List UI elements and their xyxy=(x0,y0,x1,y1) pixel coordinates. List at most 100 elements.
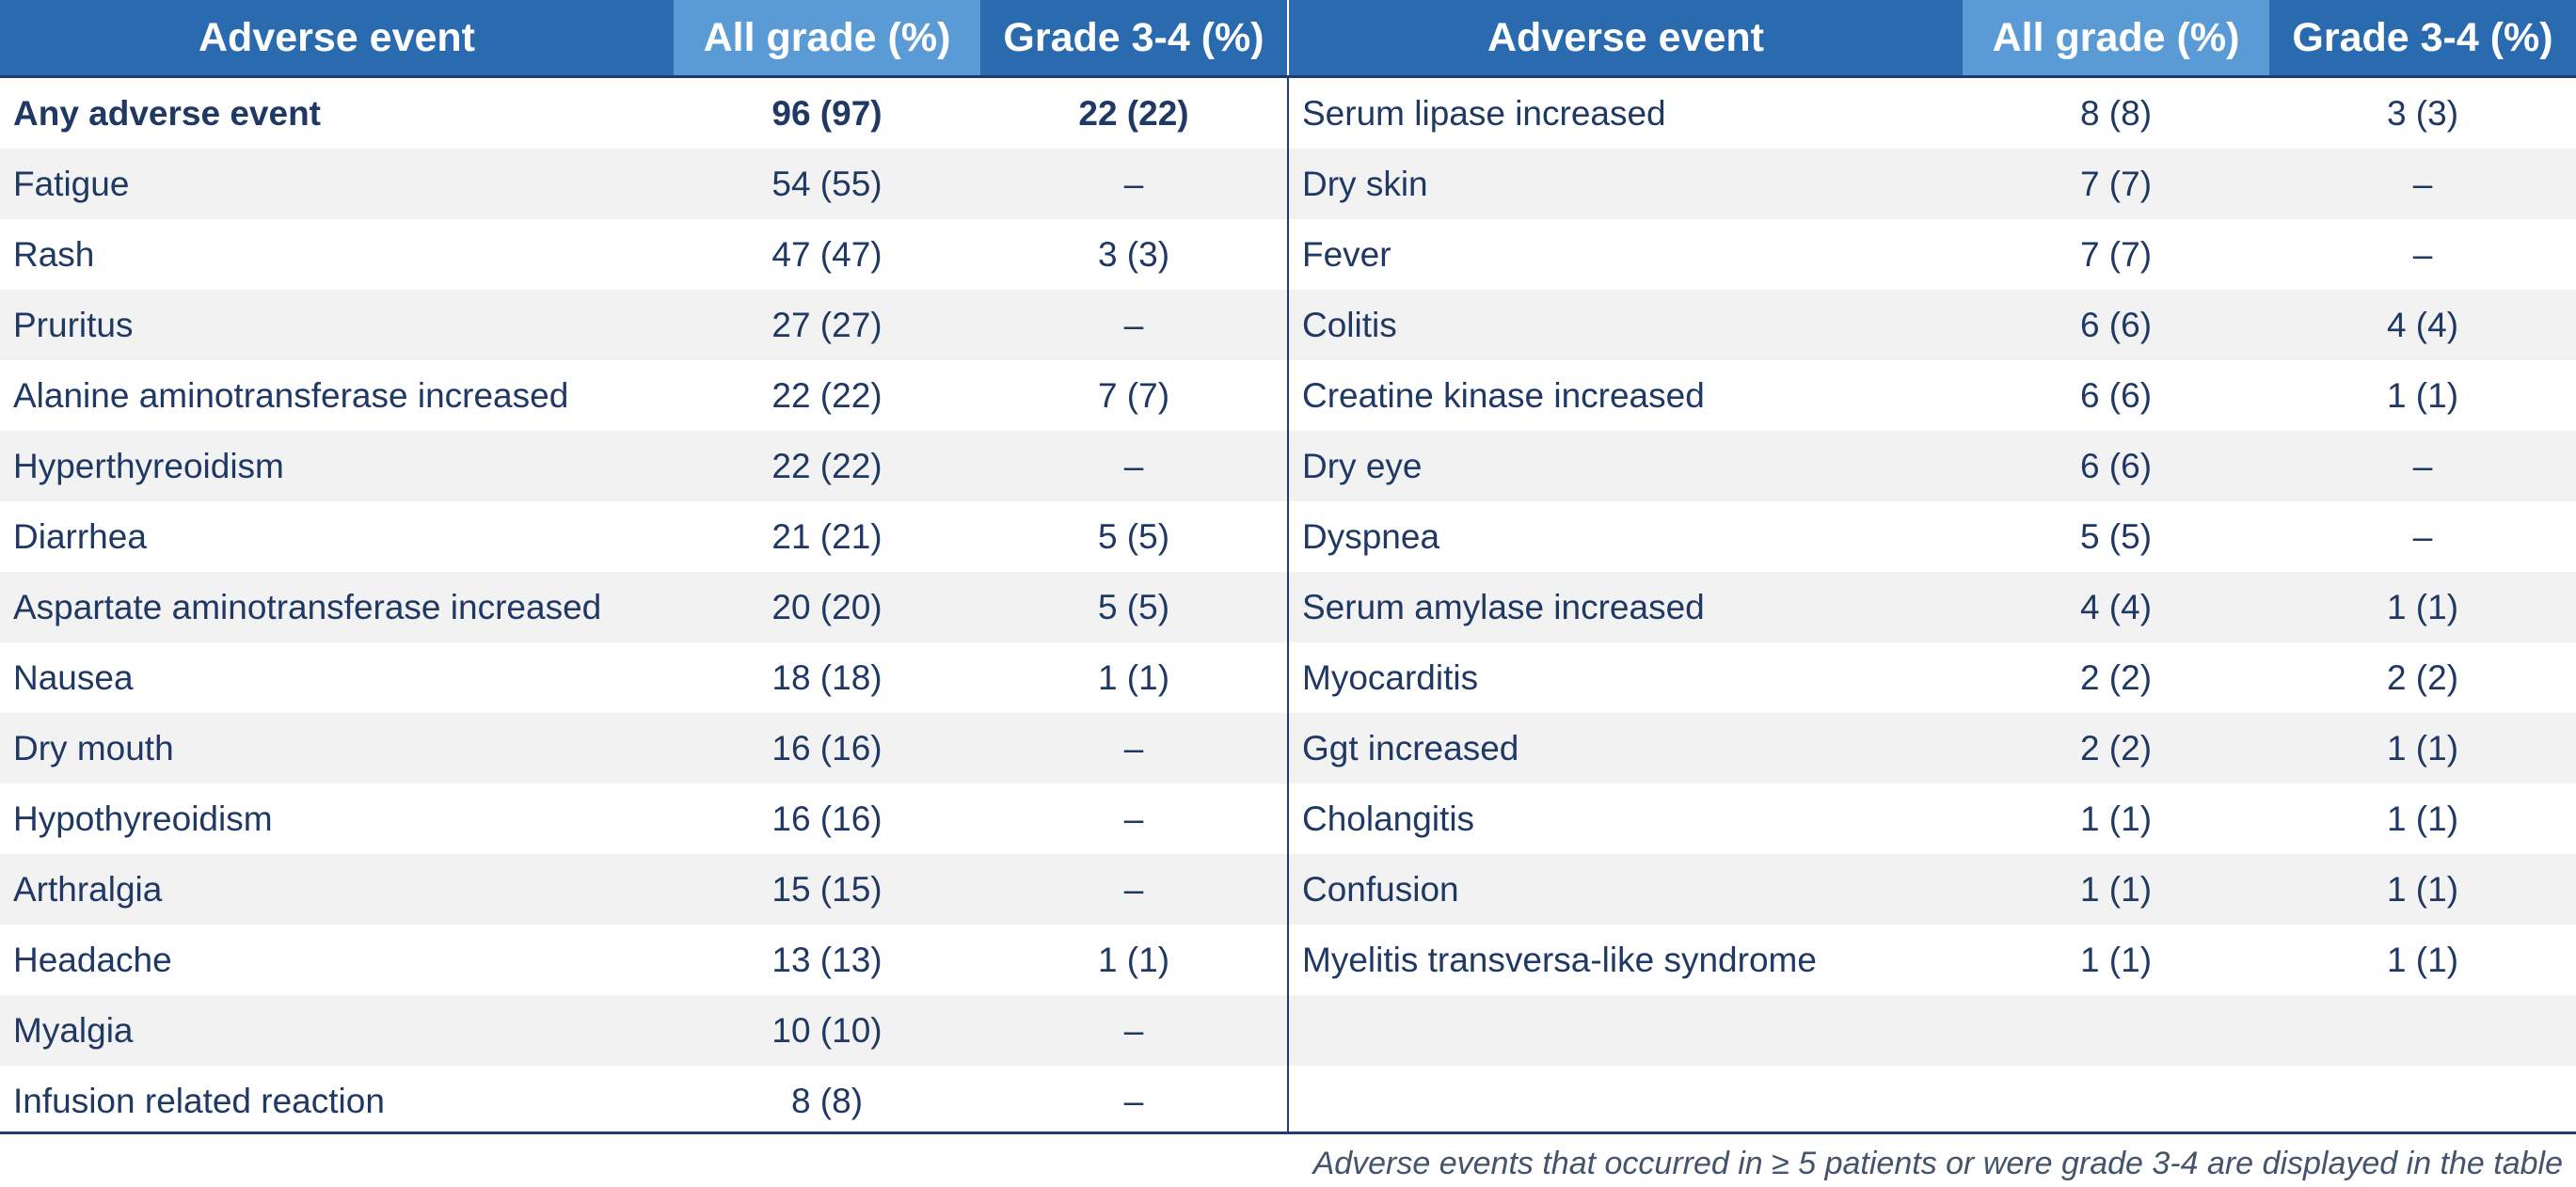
all-grade-cell: 7 (7) xyxy=(2079,164,2153,203)
all-grade-cell: 18 (18) xyxy=(771,657,883,697)
footnote: Adverse events that occurred in ≥ 5 pati… xyxy=(1312,1146,2563,1181)
all-grade-cell: 21 (21) xyxy=(771,516,883,556)
grade-3-4-cell: 1 (1) xyxy=(1097,940,1170,979)
table-header-right: Adverse event All grade (%) Grade 3-4 (%… xyxy=(1289,0,2576,75)
event-cell: Colitis xyxy=(1302,305,1397,344)
all-grade-cell: 27 (27) xyxy=(771,305,883,344)
table-row: Any adverse event 96 (97) 22 (22) xyxy=(0,78,1287,149)
grade-3-4-cell: – xyxy=(2412,516,2433,556)
table-row: Dry skin 7 (7) – xyxy=(1289,149,2576,219)
header-grade-3-4: Grade 3-4 (%) xyxy=(980,0,1287,75)
table-row: Dry eye 6 (6) – xyxy=(1289,431,2576,501)
all-grade-cell: 13 (13) xyxy=(771,940,883,979)
all-grade-cell: 2 (2) xyxy=(2079,657,2153,697)
all-grade-cell: 2 (2) xyxy=(2079,728,2153,768)
grade-3-4-cell: – xyxy=(1123,728,1144,768)
table-row: Rash 47 (47) 3 (3) xyxy=(0,219,1287,290)
grade-3-4-cell: – xyxy=(2412,234,2433,274)
table-row: Diarrhea 21 (21) 5 (5) xyxy=(0,501,1287,572)
event-cell: Cholangitis xyxy=(1302,799,1475,838)
grade-3-4-cell: 5 (5) xyxy=(1097,587,1170,626)
grade-3-4-cell: 5 (5) xyxy=(1097,516,1170,556)
table-left-half: Adverse event All grade (%) Grade 3-4 (%… xyxy=(0,0,1287,1136)
table-row: Hyperthyreoidism 22 (22) – xyxy=(0,431,1287,501)
table-header-left: Adverse event All grade (%) Grade 3-4 (%… xyxy=(0,0,1287,75)
table-row: Aspartate aminotransferase increased 20 (… xyxy=(0,572,1287,642)
event-cell: Confusion xyxy=(1302,869,1459,909)
table-row: Arthralgia 15 (15) – xyxy=(0,854,1287,925)
all-grade-cell: 6 (6) xyxy=(2079,375,2153,415)
event-cell: Aspartate aminotransferase increased xyxy=(13,587,602,626)
table-row: Pruritus 27 (27) – xyxy=(0,290,1287,360)
all-grade-cell: 6 (6) xyxy=(2079,446,2153,485)
grade-3-4-cell: – xyxy=(1123,164,1144,203)
event-cell: Nausea xyxy=(13,657,134,697)
all-grade-cell: 1 (1) xyxy=(2079,799,2153,838)
event-cell: Rash xyxy=(13,234,95,274)
grade-3-4-cell: 1 (1) xyxy=(1097,657,1170,697)
table-row: Confusion 1 (1) 1 (1) xyxy=(1289,854,2576,925)
header-all-grade: All grade (%) xyxy=(674,0,980,75)
event-cell: Infusion related reaction xyxy=(13,1081,385,1120)
table-row: Ggt increased 2 (2) 1 (1) xyxy=(1289,713,2576,783)
all-grade-cell: 96 (97) xyxy=(771,93,883,133)
table-row: Hypothyreoidism 16 (16) – xyxy=(0,783,1287,854)
table-row: Creatine kinase increased 6 (6) 1 (1) xyxy=(1289,360,2576,431)
header-adverse-event: Adverse event xyxy=(0,0,674,75)
all-grade-cell: 16 (16) xyxy=(771,799,883,838)
table-body-right: Serum lipase increased 8 (8) 3 (3) Dry skin… xyxy=(1289,75,2576,1136)
event-cell: Pruritus xyxy=(13,305,134,344)
all-grade-cell: 22 (22) xyxy=(771,446,883,485)
table-row: Myelitis transversa-like syndrome 1 (1) 1 … xyxy=(1289,925,2576,995)
event-cell: Serum amylase increased xyxy=(1302,587,1705,626)
header-all-grade: All grade (%) xyxy=(1963,0,2269,75)
grade-3-4-cell: 1 (1) xyxy=(2386,940,2459,979)
table-row: Fever 7 (7) – xyxy=(1289,219,2576,290)
grade-3-4-cell: 22 (22) xyxy=(1078,93,1189,133)
event-cell: Diarrhea xyxy=(13,516,147,556)
all-grade-cell: 22 (22) xyxy=(771,375,883,415)
grade-3-4-cell: – xyxy=(2412,164,2433,203)
grade-3-4-cell: – xyxy=(2412,446,2433,485)
event-cell: Hypothyreoidism xyxy=(13,799,273,838)
table-body-left: Any adverse event 96 (97) 22 (22) Fatigue 54… xyxy=(0,75,1287,1136)
event-cell: Arthralgia xyxy=(13,869,163,909)
table-row: Serum amylase increased 4 (4) 1 (1) xyxy=(1289,572,2576,642)
all-grade-cell: 54 (55) xyxy=(771,164,883,203)
event-cell: Dry skin xyxy=(1302,164,1428,203)
grade-3-4-cell: 3 (3) xyxy=(1097,234,1170,274)
grade-3-4-cell: 4 (4) xyxy=(2386,305,2459,344)
all-grade-cell: 8 (8) xyxy=(790,1081,864,1120)
event-cell: Fever xyxy=(1302,234,1391,274)
event-cell: Creatine kinase increased xyxy=(1302,375,1705,415)
grade-3-4-cell: – xyxy=(1123,799,1144,838)
grade-3-4-cell: – xyxy=(1123,305,1144,344)
grade-3-4-cell: – xyxy=(1123,1081,1144,1120)
table-row: Myocarditis 2 (2) 2 (2) xyxy=(1289,642,2576,713)
event-cell: Myocarditis xyxy=(1302,657,1479,697)
all-grade-cell: 8 (8) xyxy=(2079,93,2153,133)
table-row: Infusion related reaction 8 (8) – xyxy=(0,1066,1287,1136)
grade-3-4-cell: 3 (3) xyxy=(2386,93,2459,133)
grade-3-4-cell: 1 (1) xyxy=(2386,869,2459,909)
event-cell: Fatigue xyxy=(13,164,130,203)
event-cell: Any adverse event xyxy=(13,93,322,133)
table-row: Dyspnea 5 (5) – xyxy=(1289,501,2576,572)
event-cell: Hyperthyreoidism xyxy=(13,446,284,485)
all-grade-cell: 6 (6) xyxy=(2079,305,2153,344)
table-row: Fatigue 54 (55) – xyxy=(0,149,1287,219)
grade-3-4-cell: 1 (1) xyxy=(2386,375,2459,415)
grade-3-4-cell: 1 (1) xyxy=(2386,799,2459,838)
header-grade-3-4: Grade 3-4 (%) xyxy=(2269,0,2576,75)
table-bottom-rule xyxy=(0,1132,2576,1134)
grade-3-4-cell: 1 (1) xyxy=(2386,728,2459,768)
grade-3-4-cell: 7 (7) xyxy=(1097,375,1170,415)
table-row: Myalgia 10 (10) – xyxy=(0,995,1287,1066)
grade-3-4-cell: 2 (2) xyxy=(2386,657,2459,697)
event-cell: Dyspnea xyxy=(1302,516,1440,556)
all-grade-cell: 4 (4) xyxy=(2079,587,2153,626)
event-cell: Dry eye xyxy=(1302,446,1423,485)
event-cell: Dry mouth xyxy=(13,728,174,768)
grade-3-4-cell: – xyxy=(1123,1010,1144,1050)
